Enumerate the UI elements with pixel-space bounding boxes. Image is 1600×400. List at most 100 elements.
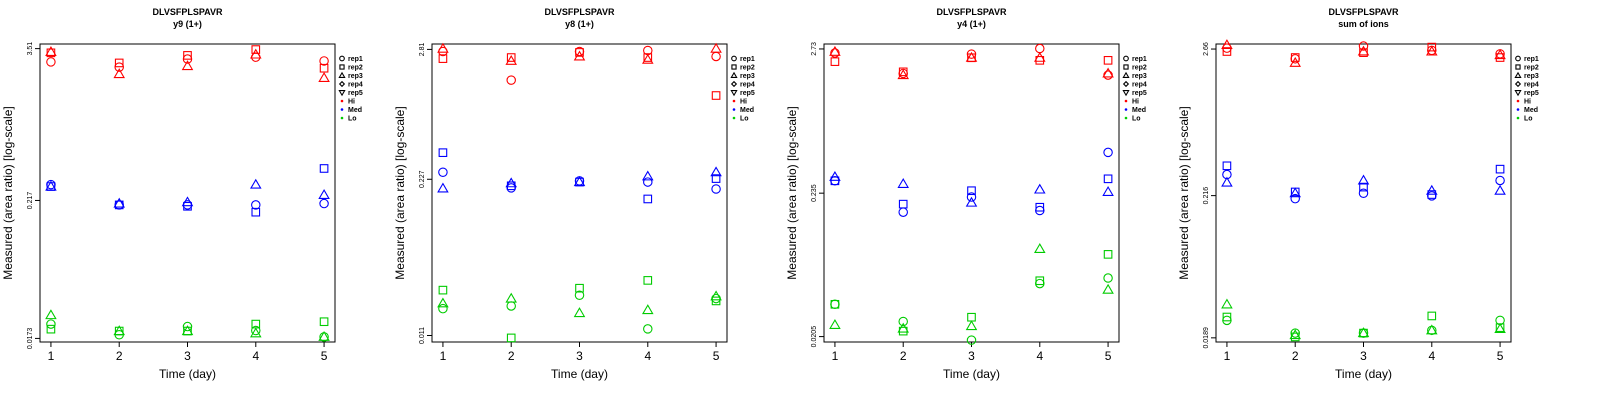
data-point [1358,41,1369,51]
chart-panel-2: DLVSFPLSPAVR y8 (1+) 1 2 3 4 5 Time (day) 0.011 0… [393,7,755,381]
legend-symbol [730,90,738,97]
data-point [1426,45,1438,56]
data-point [113,325,125,336]
legend-symbol [730,80,738,88]
legend-symbol [338,71,346,78]
plot-frame [1215,43,1512,343]
x-tick-label: 1 [48,349,55,363]
data-point [1103,70,1113,80]
y-tick-label: 0.0189 [1203,327,1210,349]
data-point [250,327,262,338]
x-tick-label: 2 [1292,349,1299,363]
data-point [643,324,653,334]
data-point [711,51,721,62]
chart-title: DLVSFPLSPAVR [1328,7,1399,17]
chart-panel-1: DLVSFPLSPAVR y9 (1+) 1 2 3 4 5 Time (day) 0.0173… [1,7,363,381]
data-point [438,54,448,63]
data-point [1103,55,1113,65]
x-tick-label: 5 [1105,349,1112,363]
data-point [1357,45,1370,56]
data-point [1427,42,1437,52]
x-tick-label: 4 [252,349,259,363]
x-tick-label: 1 [832,349,839,363]
data-point [642,53,654,64]
data-point [1103,147,1113,158]
data-point [1290,193,1300,204]
legend-label: rep3 [740,73,755,80]
data-point [897,322,909,333]
data-point [506,75,516,85]
data-point [1357,174,1370,185]
legend-label: rep2 [1132,65,1147,72]
data-point [46,324,56,334]
chart-subtitle: y9 (1+) [173,19,202,29]
data-point [830,299,840,310]
data-point [830,48,840,58]
legend-label: rep3 [1132,73,1147,80]
data-point [643,53,653,62]
data-point [319,164,329,173]
legend-symbol [1122,80,1130,88]
data-point [1222,312,1232,322]
x-tick-label: 2 [116,349,123,363]
x-tick-label: 3 [184,349,191,363]
x-axis-label: Time (day) [943,367,1000,381]
legend-label: Med [1524,107,1538,114]
legend-label: Lo [1132,116,1141,123]
x-tick-label: 2 [508,349,515,363]
x-tick-label: 5 [321,349,328,363]
data-point [898,316,908,327]
data-point [183,51,192,60]
data-point [46,319,56,329]
legend-label: rep2 [348,65,363,72]
plot-frame [431,43,728,343]
data-point [1290,53,1300,62]
data-point [898,199,908,209]
data-point [966,192,977,202]
x-tick-label: 4 [1428,349,1435,363]
chart-subtitle: y8 (1+) [565,19,594,29]
data-point [1289,187,1301,198]
data-point [505,54,517,65]
data-point [1426,324,1438,335]
chart-panel-4: DLVSFPLSPAVR sum of ions 1 2 3 4 5 Time (day) 0.… [1177,7,1539,381]
data-point [711,174,721,183]
x-axis-label: Time (day) [1335,367,1392,381]
data-point [965,196,978,207]
data-point [251,207,261,217]
chart-subtitle: y4 (1+) [957,19,986,29]
y-tick-label: 0.227 [419,170,426,188]
data-point [830,299,840,309]
data-point [966,335,977,345]
data-point [1103,250,1113,259]
legend-label: rep1 [1132,56,1147,63]
data-point [45,180,57,191]
data-point [318,72,330,82]
legend-label: rep1 [1524,56,1539,63]
y-tick-label: 2.81 [419,42,426,56]
legend-symbol [1515,64,1521,70]
data-point [710,290,722,301]
legend-label: Med [1132,107,1146,114]
data-point [1495,175,1505,186]
data-point [45,309,57,320]
legend-label: rep1 [348,56,363,63]
data-point [643,194,653,204]
legend-label: rep5 [348,90,363,97]
data-point [1035,276,1045,286]
data-point [1034,243,1046,253]
legend-symbol [1122,90,1130,97]
x-tick-label: 5 [713,349,720,363]
legend-label: Lo [1524,116,1533,123]
data-point [642,170,654,181]
data-point [965,320,978,331]
data-point [1103,174,1113,184]
data-point [319,56,329,66]
data-point [505,177,517,188]
data-point [573,176,586,187]
y-tick-label: 2.73 [811,42,818,56]
legend-symbol [1124,99,1128,103]
x-tick-label: 2 [900,349,907,363]
x-tick-label: 1 [440,349,447,363]
